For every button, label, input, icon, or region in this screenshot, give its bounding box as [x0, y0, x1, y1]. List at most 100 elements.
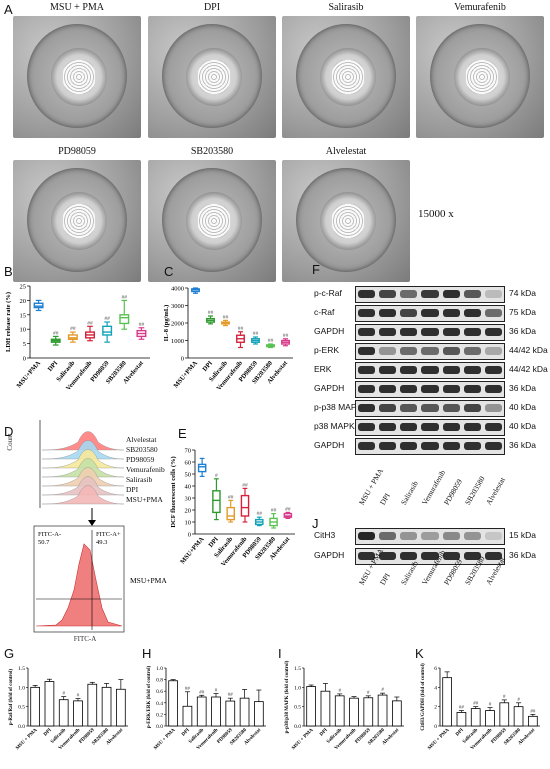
blot-band: [484, 347, 502, 355]
significance-mark: #: [503, 695, 506, 700]
y-tick-label: 2000: [171, 321, 184, 328]
bar: [168, 680, 178, 727]
blot-band: [463, 552, 481, 560]
em-label: Alvelestat: [325, 146, 367, 157]
blot-band: [442, 552, 460, 560]
significance-mark: #: [489, 703, 492, 708]
box: [197, 463, 207, 473]
overlay-legend-item: PD98059: [126, 455, 155, 464]
blot-band: [358, 385, 376, 393]
blot-lane-label: PD98059: [441, 477, 464, 507]
overlay-histogram: [41, 467, 125, 487]
blot-band: [379, 328, 397, 336]
box: [67, 334, 78, 340]
blot-strip: [355, 362, 505, 379]
bar: [528, 715, 538, 727]
y-axis-label: p-ERK/ERK (fold of control): [147, 666, 152, 729]
y-tick-label: 0.5: [18, 705, 25, 711]
significance-mark: ##: [459, 706, 465, 711]
y-tick-label: 2: [434, 705, 437, 711]
box: [240, 494, 250, 517]
blot-band: [484, 385, 502, 393]
panel-label-e: E: [178, 426, 187, 441]
blot-band: [379, 552, 397, 560]
bar: [392, 700, 402, 727]
overlay-histogram: [41, 440, 125, 460]
blot-band: [463, 404, 481, 412]
bar: [196, 696, 207, 727]
em-label: SB203580: [190, 146, 234, 157]
blot-band: [463, 423, 481, 431]
y-tick-label: 50: [185, 472, 192, 479]
blot-strip: [355, 286, 505, 303]
y-tick-label: 5: [23, 341, 26, 348]
y-tick-label: 70: [185, 448, 192, 455]
blot-band: [463, 442, 481, 450]
em-label: DPI: [203, 2, 221, 13]
significance-mark: ##: [271, 508, 277, 514]
box: [33, 302, 44, 309]
em-micrograph: [13, 160, 141, 282]
arrow-head: [88, 520, 96, 526]
significance-mark: #: [338, 689, 341, 694]
em-micrograph: [282, 160, 410, 282]
blot-band: [400, 404, 418, 412]
category-label: MSU + PMA: [153, 728, 176, 751]
bar: [334, 695, 345, 727]
y-tick-label: 1.5: [18, 666, 25, 672]
overlay-histogram: [41, 431, 125, 451]
y-tick-label: 0: [181, 356, 184, 363]
blot-strip: [355, 343, 505, 360]
significance-mark: ##: [228, 494, 234, 500]
blot-band: [400, 385, 418, 393]
magnification-label: 15000 x: [418, 208, 454, 220]
y-axis-label: DCF fluorescent cells (%): [170, 456, 177, 527]
bar: [254, 701, 264, 727]
overlay-legend-item: DPI: [126, 485, 139, 494]
category-label: DPI: [319, 728, 329, 738]
bar: [116, 688, 126, 727]
blot-band: [442, 385, 460, 393]
y-tick-label: 0.5: [294, 705, 301, 711]
blot-kda-label: 44/42 kDa: [509, 364, 548, 374]
bar: [225, 700, 236, 727]
blot-band: [400, 290, 418, 298]
chart-il8: 0 1000 2000 3000 4000 IL-8 (pg/mL) MSU+PMA ## DP…: [163, 286, 293, 392]
blot-kda-label: 40 kDa: [509, 402, 536, 412]
blot-band: [400, 328, 418, 336]
blot-kda-label: 40 kDa: [509, 421, 536, 431]
y-tick-label: 1000: [171, 338, 184, 345]
blot-row-label: ERK: [314, 364, 332, 374]
bar: [306, 686, 316, 727]
blot-band: [484, 532, 502, 540]
blot-band: [421, 423, 439, 431]
flow-cytometry-panel: Count AlvelestatSB203580PD98059Vemurafeni…: [6, 420, 167, 642]
bar: [58, 699, 69, 727]
overlay-legend-item: SB203580: [126, 445, 158, 454]
blot-band: [379, 423, 397, 431]
blot-band: [379, 309, 397, 317]
blot-band: [379, 532, 397, 540]
blot-band: [484, 309, 502, 317]
bar: [363, 697, 374, 727]
blot-kda-label: 15 kDa: [509, 530, 536, 540]
significance-mark: ##: [208, 310, 214, 316]
blot-row-label: GAPDH: [314, 326, 345, 336]
y-tick-label: 20: [20, 298, 27, 305]
blot-band: [463, 366, 481, 374]
blot-band: [463, 532, 481, 540]
em-label: Salirasib: [328, 2, 364, 13]
overlay-legend-item: Salirasib: [126, 475, 152, 484]
chart-dcf-fluorescent: 0 10 20 30 40 50 60 70 DCF fluorescent cells (%)…: [170, 448, 295, 568]
bar: [442, 677, 452, 727]
y-tick-label: 0: [188, 532, 191, 539]
significance-mark: ##: [257, 511, 263, 517]
y-tick-label: 60: [185, 460, 192, 467]
box: [119, 314, 130, 325]
y-tick-label: 0: [434, 724, 437, 730]
blot-kda-label: 36 kDa: [509, 383, 536, 393]
blot-band: [421, 404, 439, 412]
bar: [485, 710, 495, 727]
y-axis-label: IL-8 (pg/mL): [163, 305, 170, 342]
overlay-legend-item: Vemurafenib: [126, 465, 165, 474]
